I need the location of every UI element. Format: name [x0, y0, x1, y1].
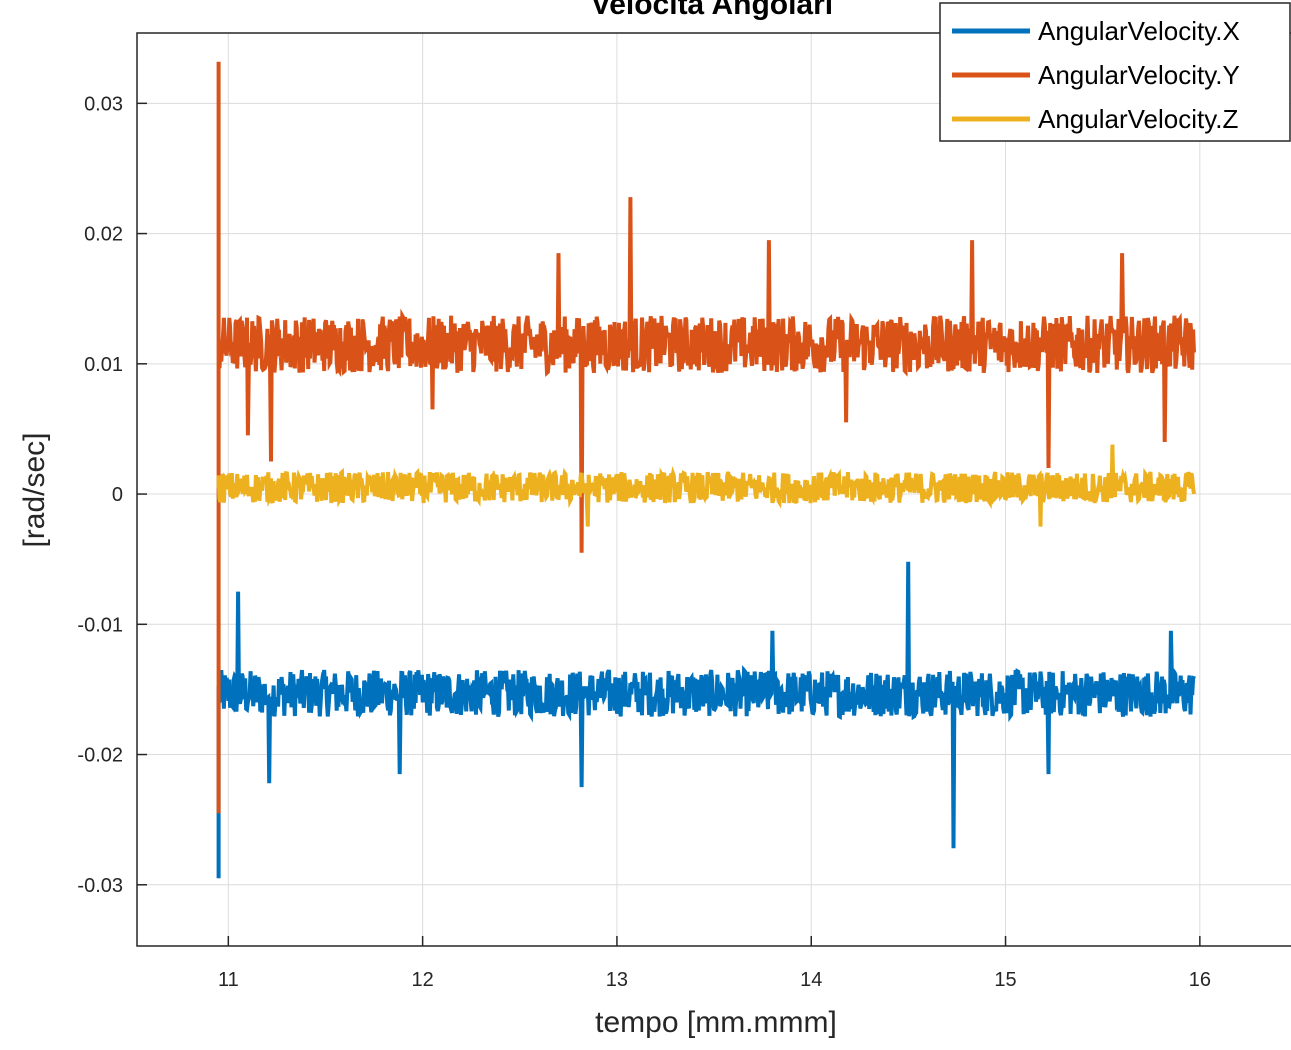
y-tick-label: -0.03: [77, 875, 123, 897]
y-tick-label: -0.01: [77, 614, 123, 636]
plot-frame: [136, 32, 1291, 947]
x-tick-label: 15: [994, 969, 1016, 991]
x-tick-label: 12: [412, 969, 434, 991]
y-axis-label: [rad/sec]: [18, 432, 51, 547]
series-line-1[interactable]: [216, 561, 1196, 879]
y-tick-label: 0.02: [84, 224, 123, 246]
x-tick-label: 11: [218, 969, 239, 991]
x-tick-label: 13: [606, 969, 628, 991]
y-tick-label: 0.01: [84, 354, 123, 376]
series-line-2[interactable]: [216, 61, 1196, 814]
x-tick-label: 16: [1189, 969, 1211, 991]
x-axis-label: tempo [mm.mmm]: [595, 1006, 837, 1039]
legend-entry-label[interactable]: AngularVelocity.Y: [1038, 60, 1240, 90]
y-tick-label: -0.02: [77, 745, 123, 767]
axis-ticks: 11 12 13 14 15 16 -0.03 -0.02 -0.01 0 0.01 0.02 0.03: [77, 93, 1211, 991]
y-tick-label: 0.03: [84, 93, 123, 115]
series-line-3[interactable]: [216, 444, 1196, 527]
legend-entry-label[interactable]: AngularVelocity.X: [1038, 16, 1240, 46]
x-tick-label: 14: [800, 969, 822, 991]
legend-entry-label[interactable]: AngularVelocity.Z: [1038, 104, 1239, 134]
chart-title: Velocità Angolari: [591, 0, 833, 21]
y-tick-label: 0: [112, 484, 123, 506]
series-lines: [216, 61, 1196, 879]
legend[interactable]: AngularVelocity.X AngularVelocity.Y Angula…: [939, 2, 1291, 142]
